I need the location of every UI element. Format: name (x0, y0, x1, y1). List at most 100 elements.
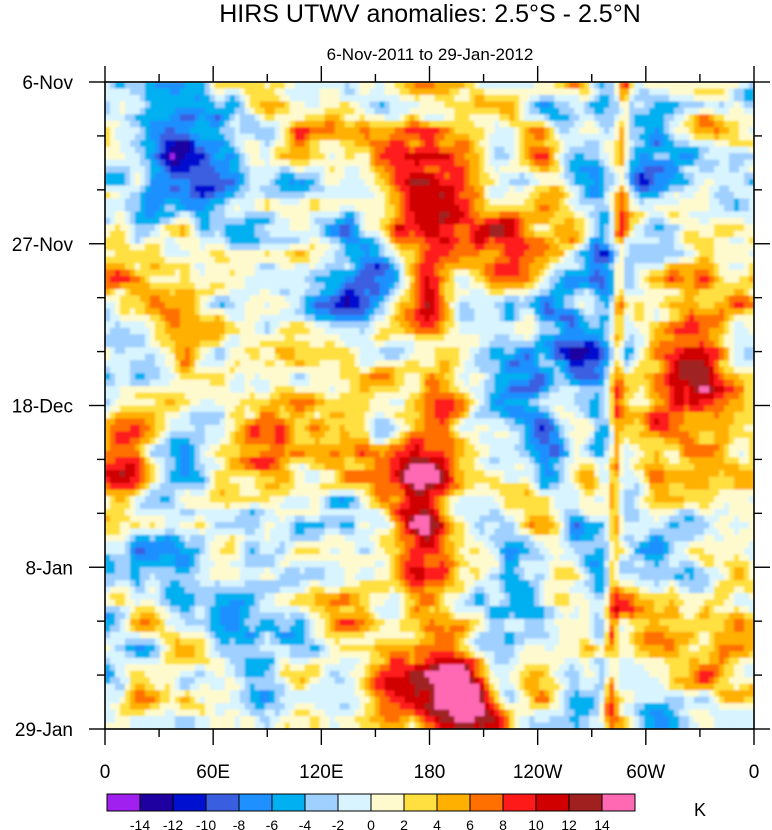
heatmap-cell (329, 256, 336, 264)
heatmap-cell (489, 185, 495, 193)
heatmap-cell (224, 88, 231, 96)
heatmap-cell (204, 198, 211, 206)
heatmap-cell (574, 94, 580, 103)
heatmap-cell (384, 217, 391, 225)
heatmap-cell (579, 94, 585, 103)
heatmap-cell (589, 82, 595, 90)
heatmap-cell (709, 127, 715, 135)
heatmap-cell (194, 133, 201, 141)
heatmap-cell (194, 127, 201, 135)
heatmap-cell (369, 94, 376, 103)
heatmap-cell (584, 237, 590, 245)
heatmap-cell (169, 153, 176, 161)
heatmap-cell (129, 159, 136, 167)
heatmap-cell (494, 301, 500, 310)
heatmap-cell (539, 256, 545, 264)
heatmap-cell (609, 276, 615, 284)
heatmap-cell (584, 107, 590, 115)
heatmap-cell (159, 191, 166, 200)
heatmap-cell (644, 191, 650, 200)
heatmap-cell (229, 276, 236, 284)
heatmap-cell (274, 295, 281, 303)
heatmap-cell (519, 127, 525, 135)
heatmap-cell (574, 301, 580, 310)
heatmap-cell (704, 204, 710, 212)
heatmap-cell (269, 301, 276, 310)
heatmap-cell (554, 282, 560, 290)
heatmap-cell (634, 101, 640, 109)
heatmap-cell (324, 133, 331, 141)
heatmap-cell (509, 308, 515, 316)
heatmap-cell (304, 263, 311, 271)
heatmap-cell (524, 217, 530, 225)
heatmap-cell (519, 153, 525, 161)
heatmap-cell (294, 289, 301, 297)
heatmap-cell (459, 140, 466, 148)
heatmap-cell (444, 172, 451, 180)
heatmap-cell (209, 211, 216, 219)
heatmap-cell (454, 282, 461, 290)
heatmap-cell (419, 308, 426, 316)
heatmap-cell (534, 172, 540, 180)
heatmap-cell (339, 166, 346, 174)
heatmap-cell (459, 217, 466, 225)
heatmap-cell (479, 263, 486, 271)
heatmap-cell (284, 101, 291, 109)
heatmap-cell (264, 327, 271, 335)
heatmap-cell (179, 204, 186, 212)
heatmap-cell (539, 127, 545, 135)
heatmap-cell (239, 172, 246, 180)
heatmap-cell (234, 204, 241, 212)
heatmap-cell (159, 263, 166, 271)
heatmap-cell (149, 250, 156, 258)
heatmap-cell (689, 127, 695, 135)
heatmap-cell (724, 120, 730, 128)
heatmap-cell (114, 230, 121, 238)
heatmap-cell (749, 94, 754, 103)
heatmap-cell (259, 120, 266, 128)
heatmap-cell (739, 140, 745, 148)
heatmap-cell (619, 204, 625, 212)
heatmap-cell (449, 211, 456, 219)
heatmap-cell (554, 107, 560, 115)
heatmap-cell (414, 140, 421, 148)
heatmap-cell (409, 107, 416, 115)
heatmap-cell (684, 159, 690, 167)
heatmap-cell (649, 224, 655, 232)
heatmap-cell (504, 120, 510, 128)
heatmap-cell (574, 217, 580, 225)
heatmap-cell (384, 153, 391, 161)
heatmap-cell (559, 224, 565, 232)
heatmap-cell (619, 114, 625, 122)
heatmap-cell (164, 327, 171, 335)
heatmap-cell (224, 166, 231, 174)
heatmap-cell (254, 217, 261, 225)
heatmap-cell (314, 82, 321, 90)
heatmap-cell (549, 289, 555, 297)
heatmap-cell (404, 94, 411, 103)
heatmap-cell (444, 250, 451, 258)
heatmap-cell (369, 114, 376, 122)
heatmap-cell (399, 88, 406, 96)
heatmap-cell (174, 191, 181, 200)
heatmap-cell (489, 114, 495, 122)
heatmap-cell (529, 308, 535, 316)
heatmap-cell (324, 237, 331, 245)
heatmap-cell (749, 250, 754, 258)
heatmap-cell (739, 94, 745, 103)
heatmap-cell (154, 243, 161, 251)
heatmap-cell (354, 146, 361, 154)
heatmap-cell (199, 198, 206, 206)
heatmap-cell (534, 282, 540, 290)
heatmap-cell (579, 276, 585, 284)
heatmap-cell (639, 82, 645, 90)
heatmap-cell (184, 159, 191, 167)
heatmap-cell (724, 133, 730, 141)
heatmap-cell (309, 276, 316, 284)
heatmap-cell (709, 295, 715, 303)
heatmap-cell (314, 217, 321, 225)
heatmap-cell (464, 314, 471, 322)
heatmap-cell (184, 217, 191, 225)
heatmap-cell (724, 159, 730, 167)
heatmap-cell (494, 289, 500, 297)
